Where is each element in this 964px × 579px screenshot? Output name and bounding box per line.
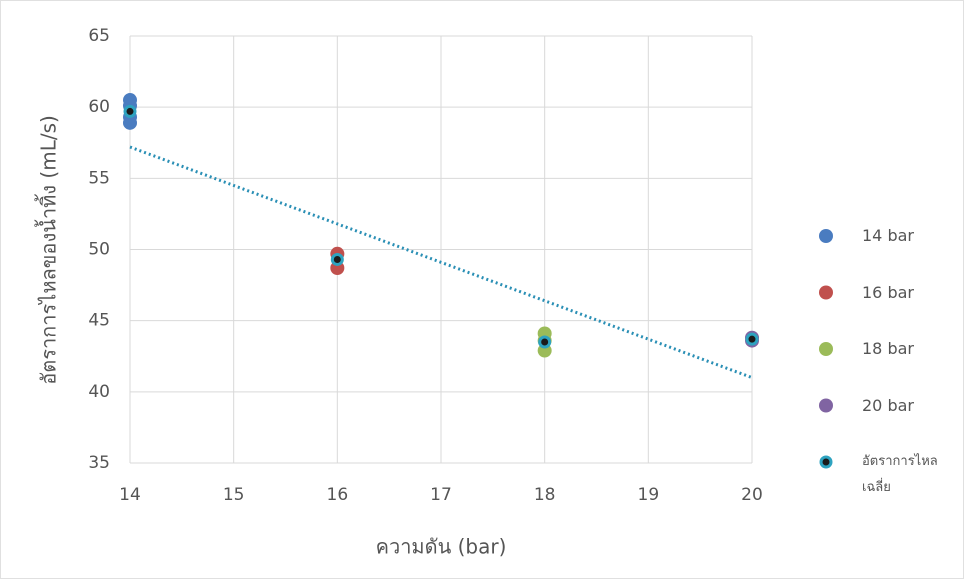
legend-item: อัตราการไหลเฉลี่ย bbox=[862, 454, 938, 495]
x-tick-label: 18 bbox=[534, 485, 556, 505]
legend-label: อัตราการไหลเฉลี่ย bbox=[862, 454, 938, 495]
data-point bbox=[123, 104, 137, 118]
x-tick-label: 20 bbox=[741, 485, 763, 505]
legend-label: 18 bar bbox=[862, 339, 914, 358]
x-tick-label: 14 bbox=[119, 485, 141, 505]
data-point bbox=[330, 252, 344, 266]
legend-marker bbox=[819, 342, 833, 356]
y-tick-label: 35 bbox=[88, 453, 110, 473]
legend-item: 16 bar bbox=[862, 282, 914, 302]
legend-label: 14 bar bbox=[862, 226, 914, 245]
legend-item: 18 bar bbox=[862, 339, 914, 358]
data-point bbox=[123, 115, 137, 130]
y-tick-label: 50 bbox=[88, 240, 110, 260]
y-axis-title: อัตราการไหลของน้ำทิ้ง (mL/s) bbox=[35, 115, 61, 385]
data-point bbox=[745, 332, 759, 346]
trendline bbox=[129, 145, 753, 380]
legend-label: 20 bar bbox=[862, 395, 914, 415]
x-tick-label: 19 bbox=[638, 485, 660, 505]
x-axis-title: ความดัน (bar) bbox=[376, 535, 507, 559]
y-tick-label: 65 bbox=[88, 26, 110, 46]
legend-marker bbox=[819, 229, 833, 243]
legend-marker bbox=[819, 285, 833, 300]
legend-marker bbox=[819, 455, 833, 469]
x-tick-label: 15 bbox=[223, 485, 245, 505]
y-tick-label: 45 bbox=[88, 311, 110, 331]
data-point bbox=[538, 335, 552, 349]
legend-marker bbox=[819, 398, 833, 413]
legend-item: 14 bar bbox=[862, 226, 914, 245]
x-tick-label: 17 bbox=[430, 485, 452, 505]
y-tick-label: 55 bbox=[88, 168, 110, 188]
y-tick-label: 60 bbox=[88, 97, 110, 117]
legend-label: 16 bar bbox=[862, 282, 914, 302]
x-tick-label: 16 bbox=[327, 485, 349, 505]
y-tick-label: 40 bbox=[88, 382, 110, 402]
legend-item: 20 bar bbox=[862, 395, 914, 415]
